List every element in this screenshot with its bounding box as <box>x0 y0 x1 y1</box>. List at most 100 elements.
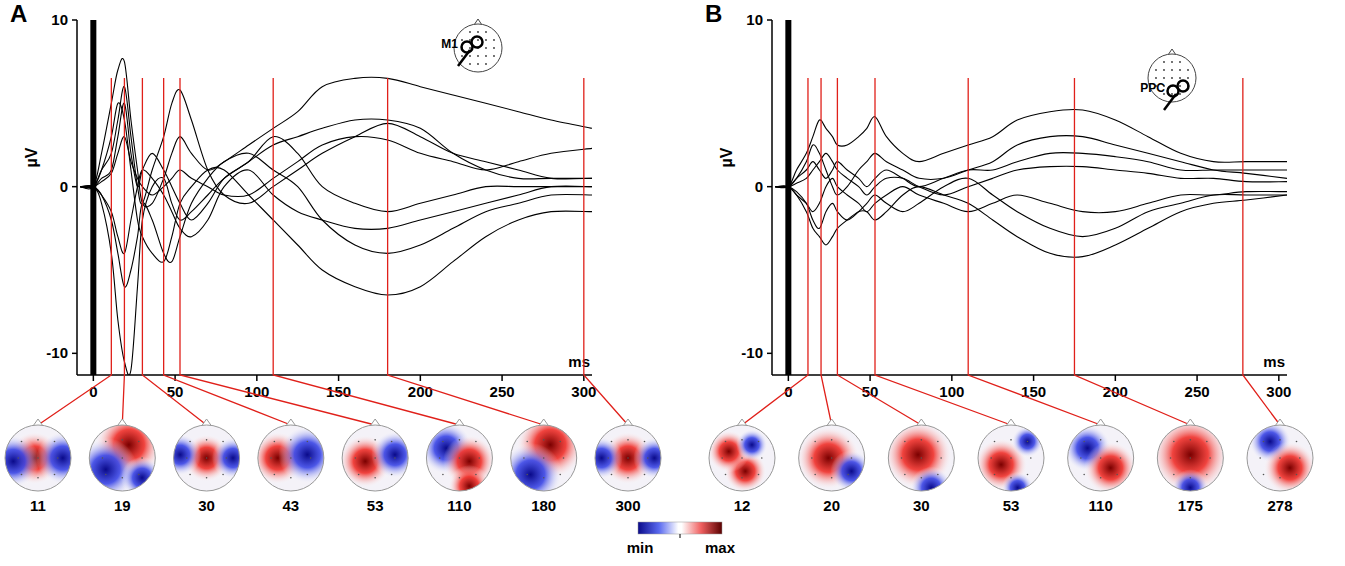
electrode <box>1100 439 1102 441</box>
latency-line <box>1074 78 1190 425</box>
electrode <box>226 457 228 459</box>
electrode <box>206 439 208 441</box>
trace <box>80 136 592 196</box>
electrode <box>1190 477 1192 479</box>
x-tick <box>501 375 503 381</box>
electrode <box>1299 457 1301 459</box>
y-tick <box>72 353 77 355</box>
electrode <box>459 477 461 479</box>
latency-label: 53 <box>1003 497 1020 514</box>
electrode <box>1170 457 1172 459</box>
x-axis-title: ms <box>1263 353 1285 370</box>
electrode <box>274 474 276 476</box>
trace <box>775 178 1287 237</box>
electrode <box>1080 457 1082 459</box>
latency-line <box>742 78 808 425</box>
electrode <box>611 474 613 476</box>
topo-map <box>420 419 496 507</box>
electrode <box>921 439 923 441</box>
electrode <box>1206 474 1208 476</box>
electrode <box>725 474 727 476</box>
latency-label: 300 <box>615 497 640 514</box>
latency-label: 20 <box>823 497 840 514</box>
x-tick <box>1278 375 1280 381</box>
electrode <box>493 55 495 57</box>
electrode <box>1100 457 1102 459</box>
x-axis-title: ms <box>568 353 590 370</box>
latency-line <box>164 78 291 425</box>
x-tick-label: 50 <box>167 383 184 400</box>
trace <box>775 109 1287 187</box>
topo-blob <box>1084 442 1137 495</box>
x-tick-label: 300 <box>1266 383 1291 400</box>
electrode <box>904 441 906 443</box>
electrode <box>921 457 923 459</box>
electrode <box>1296 441 1298 443</box>
colorbar-tick <box>680 534 681 538</box>
head-outline <box>1068 425 1134 491</box>
topo-blob <box>159 434 201 476</box>
electrode <box>477 63 479 65</box>
electrode <box>186 457 188 459</box>
coil <box>472 37 483 48</box>
electrode <box>391 441 393 443</box>
electrode <box>904 474 906 476</box>
topo-blobs <box>499 410 585 506</box>
electrode <box>741 457 743 459</box>
latency-line <box>142 78 206 425</box>
electrode <box>741 439 743 441</box>
x-tick <box>951 375 953 381</box>
topo-map <box>797 419 873 492</box>
latency-line <box>875 78 1011 425</box>
electrode <box>374 457 376 459</box>
electrode <box>1155 69 1157 71</box>
topo-map <box>339 419 419 491</box>
electrode <box>1100 477 1102 479</box>
electrode <box>206 457 208 459</box>
inset-head <box>454 24 502 72</box>
y-tick <box>767 19 772 21</box>
trace <box>775 186 1287 257</box>
plot-area <box>775 20 1287 375</box>
electrode <box>994 474 996 476</box>
electrode <box>37 439 39 441</box>
electrode <box>1163 69 1165 71</box>
electrode <box>1296 474 1298 476</box>
electrode <box>644 441 646 443</box>
x-tick-label: 150 <box>1021 383 1046 400</box>
electrode <box>1263 474 1265 476</box>
latency-line <box>388 78 544 425</box>
electrode <box>761 457 763 459</box>
trace <box>80 103 592 295</box>
electrode <box>627 457 629 459</box>
topo-map <box>74 410 163 501</box>
head-outline <box>888 425 954 491</box>
latency-label: 30 <box>913 497 930 514</box>
electrode <box>1163 61 1165 63</box>
electrode <box>1163 77 1165 79</box>
electrode <box>469 31 471 33</box>
electrode <box>290 477 292 479</box>
electrode <box>559 441 561 443</box>
electrode <box>901 457 903 459</box>
electrode <box>477 55 479 57</box>
y-tick-label: -10 <box>741 344 763 361</box>
electrode <box>459 457 461 459</box>
electrode <box>485 47 487 49</box>
head-outline <box>258 425 324 491</box>
y-axis-title: µV <box>23 147 40 167</box>
electrode <box>105 441 107 443</box>
electrode <box>1206 441 1208 443</box>
electrode <box>121 477 123 479</box>
electrode <box>940 457 942 459</box>
x-tick <box>788 375 790 381</box>
electrode <box>1187 69 1189 71</box>
topo-map <box>1151 415 1230 506</box>
electrode <box>1279 439 1281 441</box>
latency-label: 12 <box>734 497 751 514</box>
trace <box>80 103 592 220</box>
topo-blobs <box>339 431 419 488</box>
topo-blob <box>633 437 675 479</box>
head-outline <box>342 425 408 491</box>
latency-line <box>584 78 628 425</box>
